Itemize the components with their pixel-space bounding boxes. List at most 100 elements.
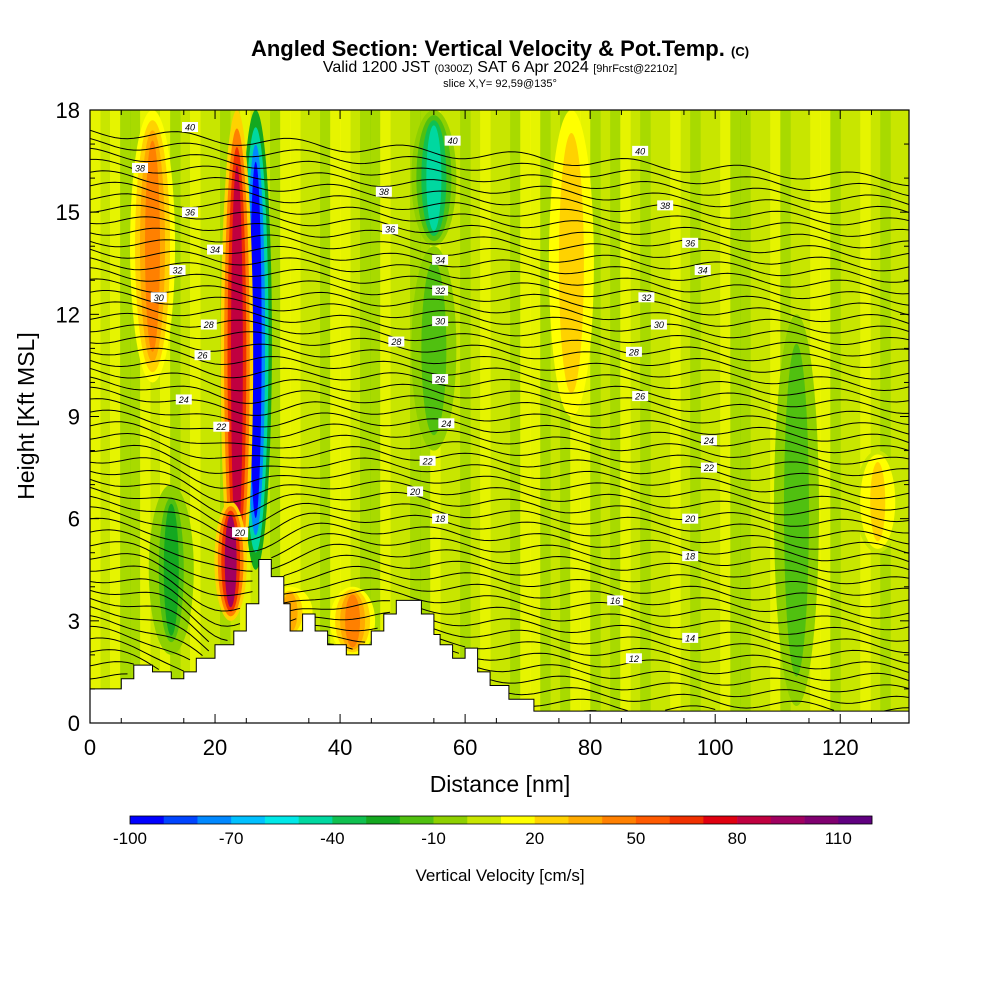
colorbar-swatch — [804, 816, 839, 824]
theta-contour-label: 30 — [432, 316, 449, 327]
theta-contour-label: 22 — [700, 462, 717, 473]
x-axis-label: Distance [nm] — [430, 771, 571, 797]
theta-contour-label: 28 — [625, 346, 642, 357]
theta-label-text: 30 — [154, 293, 164, 303]
theta-label-box — [632, 391, 649, 402]
y-tick-label: 0 — [68, 711, 80, 736]
theta-contour-line — [90, 129, 909, 187]
theta-contour-label: 36 — [182, 207, 199, 218]
theta-contour-line — [90, 578, 909, 631]
theta-label-box — [682, 237, 699, 248]
field-band — [720, 110, 731, 723]
theta-contour-line — [90, 335, 909, 392]
velocity-cell — [224, 515, 237, 608]
theta-label-box — [213, 421, 230, 432]
theta-label-box — [432, 285, 449, 296]
theta-label-box — [407, 486, 424, 497]
theta-contour-line — [90, 239, 909, 295]
chart-title: Angled Section: Vertical Velocity & Pot.… — [0, 36, 1000, 62]
theta-label-box — [232, 527, 249, 538]
theta-contour-label: 34 — [207, 244, 224, 255]
theta-contour-label: 34 — [694, 265, 711, 276]
field-band — [270, 110, 281, 723]
theta-contour-line — [90, 216, 909, 272]
theta-contour-line — [90, 506, 909, 563]
theta-contour-label: 14 — [682, 632, 699, 643]
theta-contour-label: 32 — [638, 292, 655, 303]
theta-contours — [90, 129, 909, 720]
theta-label-text: 36 — [685, 238, 695, 248]
theta-contour-line — [90, 615, 909, 673]
x-tick-label: 120 — [822, 735, 859, 760]
colorbar-swatch — [602, 816, 637, 824]
colorbar-swatch — [635, 816, 670, 824]
field-band — [480, 110, 491, 723]
theta-label-box — [432, 316, 449, 327]
theta-contour-label: 20 — [232, 527, 249, 538]
theta-label-box — [182, 207, 199, 218]
colorbar-swatch — [298, 816, 333, 824]
theta-contour-line — [90, 553, 909, 608]
colorbar-tick-label: -100 — [113, 829, 147, 848]
field-band — [140, 110, 151, 723]
theta-contour-label: 22 — [419, 455, 436, 466]
colorbar-swatch — [130, 816, 165, 824]
theta-contour-label: 30 — [650, 319, 667, 330]
theta-label-text: 28 — [390, 337, 401, 347]
theta-contour-label: 18 — [432, 513, 449, 524]
theta-label-text: 40 — [185, 123, 195, 133]
y-tick-label: 15 — [56, 200, 80, 225]
theta-contour-label: 38 — [132, 162, 149, 173]
colorbar-swatch — [568, 816, 603, 824]
theta-label-box — [432, 374, 449, 385]
colorbar-tick-label: 80 — [728, 829, 747, 848]
colorbar-swatch — [770, 816, 805, 824]
theta-contour-line — [90, 359, 909, 414]
theta-label-box — [682, 632, 699, 643]
velocity-field — [90, 110, 909, 723]
velocity-cell — [788, 358, 804, 662]
colorbar-tick-label: 110 — [825, 829, 852, 848]
colorbar-swatch — [163, 816, 198, 824]
theta-label-text: 26 — [434, 375, 445, 385]
field-band — [280, 110, 291, 723]
theta-contour-line — [90, 181, 909, 237]
valid-date: SAT 6 Apr 2024 — [477, 59, 589, 76]
theta-contour-line — [90, 541, 909, 596]
field-band — [330, 110, 341, 723]
theta-contour-line — [90, 625, 909, 682]
theta-label-box — [632, 145, 649, 156]
theta-label-box — [175, 394, 192, 405]
field-band — [640, 110, 651, 723]
x-tick-label: 40 — [328, 735, 352, 760]
field-band — [830, 110, 841, 723]
theta-contour-label: 30 — [150, 292, 167, 303]
colorbar: -100 -70 -40 -10 20 50 80 110 — [113, 815, 873, 848]
y-tick-label: 9 — [68, 405, 80, 430]
colorbar-tick-label: 50 — [626, 829, 645, 848]
velocity-cell — [163, 503, 179, 636]
theta-label-text: 28 — [203, 320, 214, 330]
theta-contour-label: 22 — [213, 421, 230, 432]
theta-label-text: 32 — [173, 266, 183, 276]
theta-label-text: 40 — [635, 146, 645, 156]
colorbar-swatch — [399, 816, 434, 824]
theta-label-box — [650, 319, 667, 330]
field-band — [620, 110, 631, 723]
theta-label-text: 36 — [185, 208, 195, 218]
theta-label-box — [375, 186, 392, 197]
theta-contour-label: 24 — [700, 435, 717, 446]
field-band — [540, 110, 551, 723]
x-tick-label: 20 — [203, 735, 227, 760]
theta-contour-line — [90, 147, 909, 205]
colorbar-swatch — [467, 816, 502, 824]
field-band — [380, 110, 391, 723]
theta-label-text: 32 — [641, 293, 651, 303]
theta-contour-line — [90, 398, 909, 454]
y-tick-label: 3 — [68, 609, 80, 634]
theta-label-text: 28 — [628, 347, 639, 357]
theta-contour-line — [90, 486, 909, 545]
field-band — [290, 110, 301, 723]
theta-label-text: 24 — [703, 436, 714, 446]
field-band — [860, 110, 871, 723]
